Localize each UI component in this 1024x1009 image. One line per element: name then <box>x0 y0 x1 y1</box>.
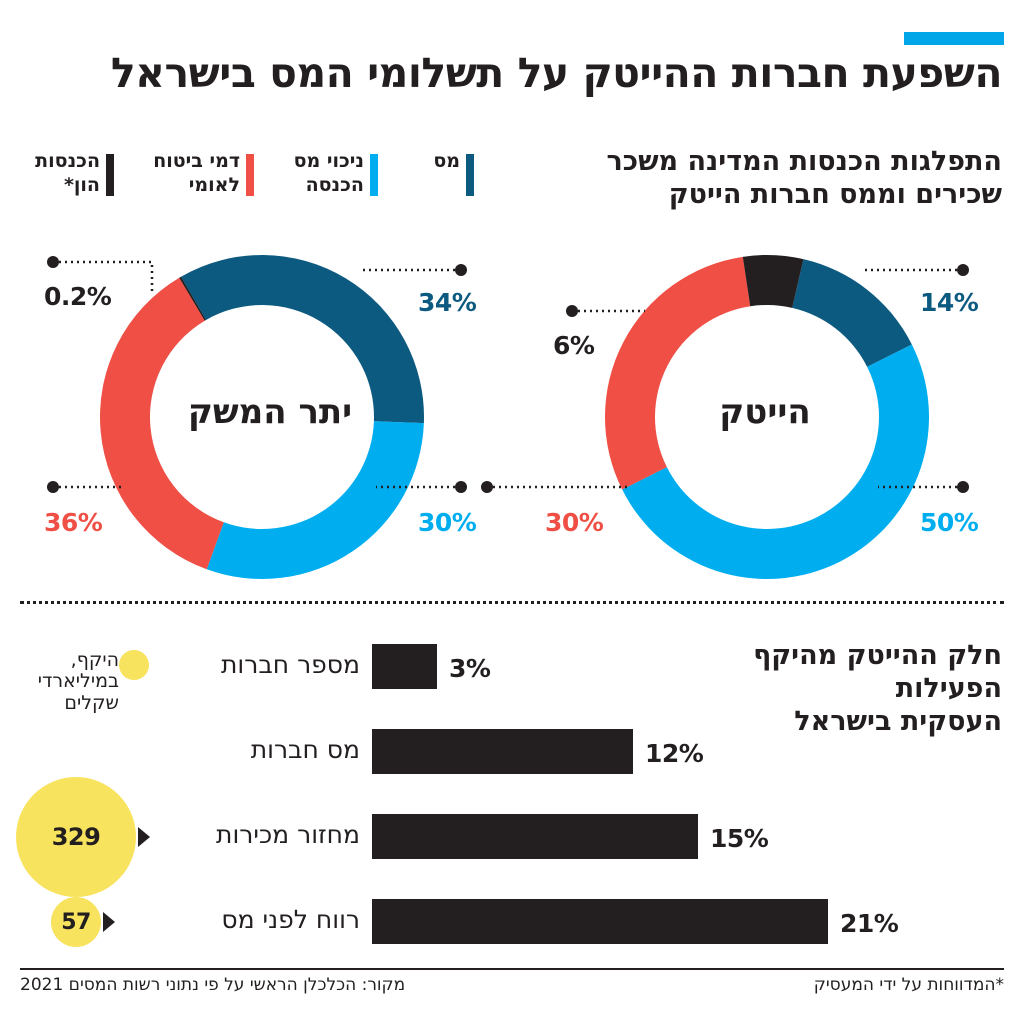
hitech-slice-capital-income <box>742 255 804 308</box>
rest-income-deduction-leader-dot <box>455 481 467 493</box>
hitech-capital-income-label: 6% <box>553 331 595 360</box>
legend-label-income-deduction-line1: ניכוי מס <box>293 150 364 172</box>
volume-legend-line1: היקף, <box>70 649 119 671</box>
footer-rule <box>20 968 1004 970</box>
hitech-slice-tax <box>792 259 912 367</box>
donut-charts <box>47 255 969 579</box>
footer-source: מקור: הכלכלן הראשי על פי נתוני רשות המסי… <box>20 975 406 995</box>
hitech-tax-leader-dot <box>957 264 969 276</box>
bar-label-companies-count: מספר חברות <box>220 650 360 679</box>
donut-hitech-title: הייטק <box>719 392 811 432</box>
bar-value-sales-turnover: 15% <box>710 824 769 853</box>
rest-national-insurance-leader-dot <box>47 481 59 493</box>
rest-slice-tax <box>181 255 424 424</box>
bar-companies-count <box>372 644 437 689</box>
legend-label-capital-income-line1: הכנסות <box>35 150 100 172</box>
legend-swatch-capital-income <box>106 154 114 196</box>
bar-value-pretax-profit: 21% <box>840 909 899 938</box>
legend-swatch-income-deduction <box>370 154 378 196</box>
bar-corporate-tax <box>372 729 633 774</box>
pie-section-title-line1: התפלגות הכנסות המדינה משכר <box>606 146 1002 177</box>
legend-label-income-deduction-line2: הכנסה <box>305 173 364 196</box>
hitech-national-insurance-label: 30% <box>545 508 604 537</box>
legend-item-capital-income: הכנסות הון* <box>18 150 114 206</box>
bar-sales-turnover <box>372 814 698 859</box>
legend-label-national-insurance-line2: לאומי <box>188 173 240 196</box>
rest-income-deduction-label: 30% <box>418 508 477 537</box>
bar-pretax-profit <box>372 899 828 944</box>
volume-legend-line3: שקלים <box>64 691 119 714</box>
pie-section-title-line2: שכירים וממס חברות הייטק <box>668 178 1002 210</box>
section-divider <box>20 601 1004 604</box>
pie-section-title: התפלגות הכנסות המדינה משכר שכירים וממס ח… <box>542 146 1002 212</box>
donut-rest-of-economy <box>100 255 424 579</box>
bars-section-title: חלק ההייטק מהיקף הפעילות העסקית בישראל <box>742 640 1002 739</box>
volume-legend-dot <box>119 650 149 680</box>
hitech-tax-label: 14% <box>920 288 979 317</box>
hitech-capital-income-leader-dot <box>566 305 578 317</box>
hitech-slice-national-insurance <box>605 256 751 490</box>
legend-label-capital-income-line2: הון* <box>63 173 100 196</box>
hitech-slice-income-deduction <box>622 344 929 579</box>
legend-item-tax: מס <box>370 150 474 206</box>
legend-swatch-tax <box>466 154 474 196</box>
rest-capital-income-leader-dot <box>47 256 59 268</box>
rest-tax-label: 34% <box>418 288 477 317</box>
legend-label-tax: מס <box>433 150 460 172</box>
volume-arrow-sales-turnover <box>138 827 150 847</box>
bars-section-title-line1: חלק ההייטק מהיקף הפעילות <box>753 640 1002 704</box>
accent-bar <box>904 32 1004 45</box>
volume-arrow-pretax-profit <box>103 912 115 932</box>
donut-rest-title: יתר המשק <box>187 392 353 432</box>
bars-section-title-line2: העסקית בישראל <box>794 705 1002 737</box>
page-title: השפעת חברות ההייטק על תשלומי המס בישראל <box>110 49 1003 97</box>
hitech-national-insurance-leader-dot <box>481 481 493 493</box>
bar-label-sales-turnover: מחזור מכירות <box>216 820 360 849</box>
hitech-income-deduction-label: 50% <box>920 508 979 537</box>
bar-label-corporate-tax: מס חברות <box>250 735 360 764</box>
rest-slice-capital-income <box>179 276 206 321</box>
volume-legend-line2: במיליארדי <box>37 670 119 693</box>
bar-value-companies-count: 3% <box>449 654 491 683</box>
legend-label-national-insurance-line1: דמי ביטוח <box>153 150 240 172</box>
donut-hitech <box>605 255 929 579</box>
volume-legend-note: היקף, במיליארדי שקלים <box>0 649 119 714</box>
leader-lines <box>47 256 969 493</box>
legend-item-income-deduction: ניכוי מס הכנסה <box>250 150 378 206</box>
bar-label-pretax-profit: רווח לפני מס <box>221 905 360 934</box>
bar-value-corporate-tax: 12% <box>645 739 704 768</box>
footer-note: *המדווחות על ידי המעסיק <box>813 975 1004 995</box>
rest-capital-income-label: 0.2% <box>44 282 112 311</box>
volume-circle-sales-turnover: 329 <box>16 777 136 897</box>
legend-swatch-national-insurance <box>246 154 254 196</box>
rest-slice-income-deduction <box>206 421 424 579</box>
hitech-income-deduction-leader-dot <box>957 481 969 493</box>
rest-tax-leader-dot <box>455 264 467 276</box>
rest-slice-national-insurance <box>100 277 224 570</box>
rest-national-insurance-label: 36% <box>44 508 103 537</box>
legend-item-national-insurance: דמי ביטוח לאומי <box>120 150 254 206</box>
volume-circle-pretax-profit: 57 <box>51 897 101 947</box>
